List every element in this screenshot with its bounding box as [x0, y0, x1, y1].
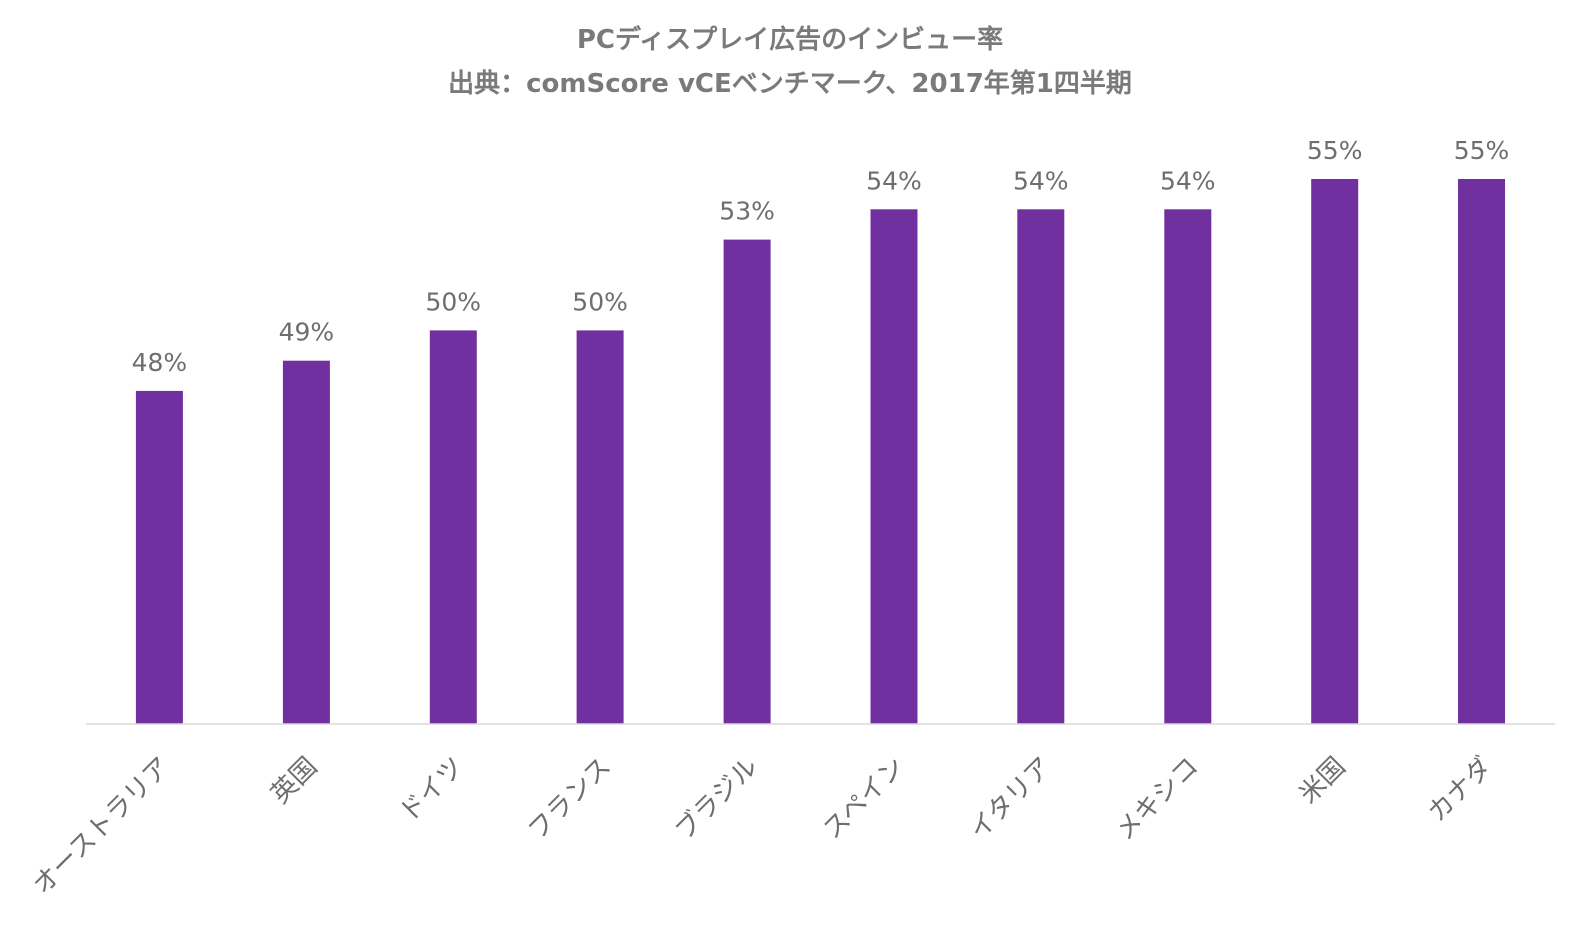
data-label-0: 48%: [132, 348, 188, 377]
x-tick-label-0: オーストラリア: [27, 752, 176, 901]
x-tick-label-9: カナダ: [1422, 752, 1498, 828]
chart-subtitle: 出典：comScore vCEベンチマーク、2017年第1四半期: [448, 68, 1132, 99]
bar-5: [870, 209, 918, 725]
data-label-8: 55%: [1307, 136, 1363, 165]
x-tick-label-1: 英国: [265, 752, 323, 810]
x-tick-label-7: メキシコ: [1110, 752, 1205, 847]
data-label-1: 49%: [279, 318, 335, 347]
data-label-3: 50%: [572, 287, 628, 316]
bar-2: [429, 330, 477, 724]
chart-title: PCディスプレイ広告のインビュー率: [577, 24, 1003, 55]
x-tick-label-8: 米国: [1294, 752, 1352, 810]
bar-9: [1458, 179, 1505, 724]
bar-6: [1017, 209, 1065, 725]
data-label-7: 54%: [1160, 166, 1216, 195]
bar-1: [282, 360, 330, 724]
bar-3: [576, 330, 624, 724]
data-label-2: 50%: [426, 287, 482, 316]
x-tick-label-2: ドイツ: [394, 752, 470, 828]
data-label-4: 53%: [719, 197, 775, 226]
bar-7: [1164, 209, 1212, 725]
bar-8: [1311, 179, 1359, 724]
bar-4: [723, 239, 771, 724]
x-tick-label-6: イタリア: [964, 752, 1058, 846]
data-label-9: 55%: [1454, 136, 1510, 165]
bar-0: [135, 390, 183, 724]
data-label-5: 54%: [866, 166, 922, 195]
x-axis-tick-labels: オーストラリア 英国 ドイツ フランス ブラジル スペイン イタリア メキシコ 米国 カナダ: [27, 752, 1498, 901]
x-tick-label-4: ブラジル: [670, 752, 764, 846]
x-tick-label-5: スペイン: [817, 752, 910, 845]
bar-series: 48% 49% 50% 50% 53% 54% 54% 54% 55% 55%: [132, 136, 1510, 725]
x-tick-label-3: フランス: [523, 752, 617, 846]
data-label-6: 54%: [1013, 166, 1069, 195]
